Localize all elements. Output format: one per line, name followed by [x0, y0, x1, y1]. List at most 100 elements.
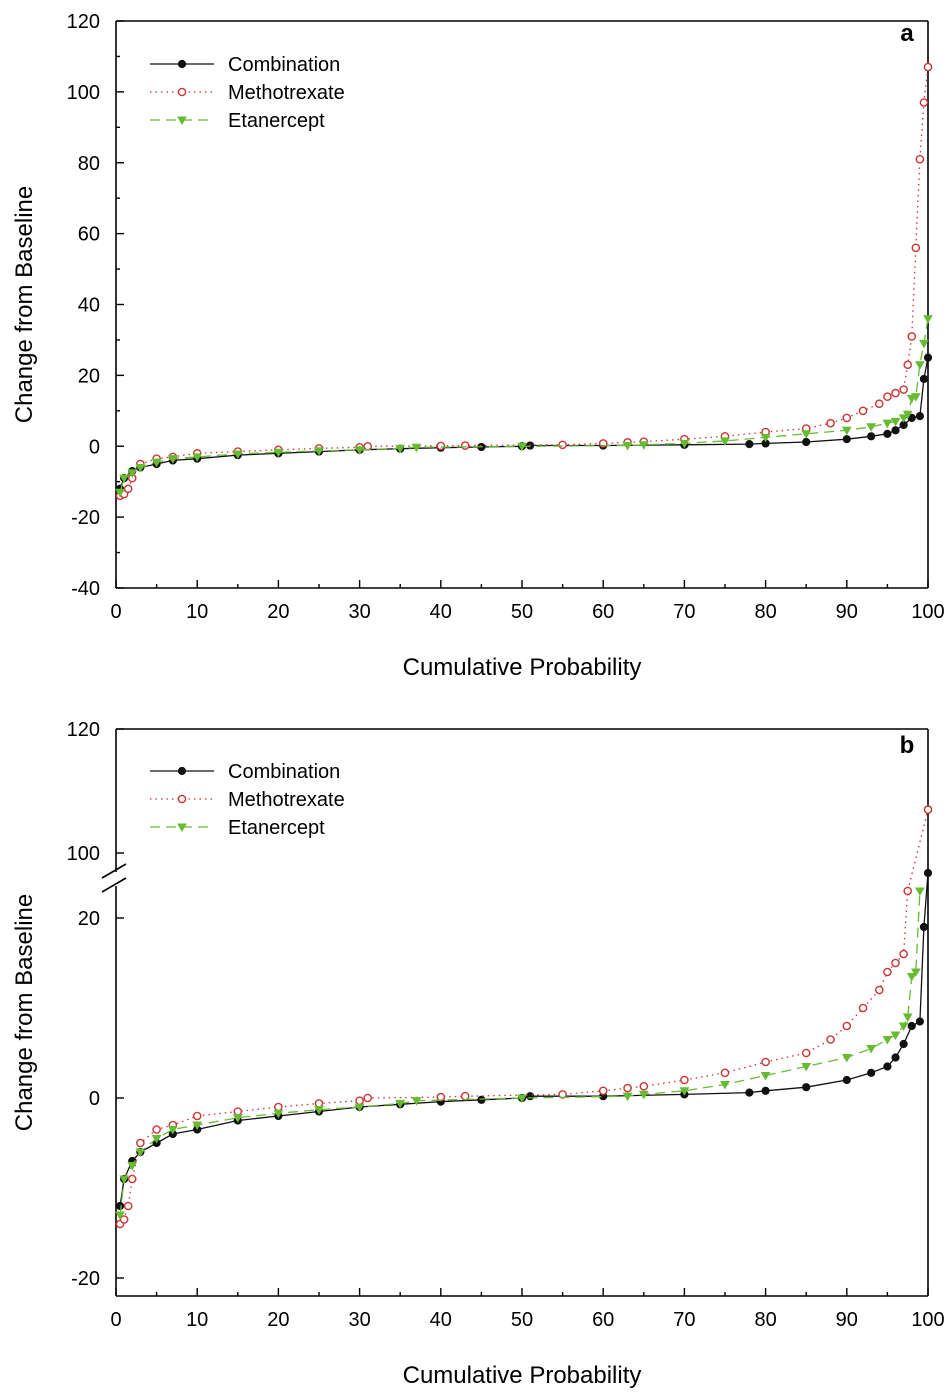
data-point-combination — [891, 1053, 900, 1062]
data-point-etanercept — [919, 339, 929, 349]
x-tick-label: 0 — [110, 601, 121, 623]
legend-marker-etanercept — [177, 116, 187, 126]
y-tick-label: 20 — [78, 365, 100, 387]
y-tick-label: 80 — [78, 153, 100, 175]
data-point-etanercept — [395, 1099, 406, 1109]
data-point-etanercept — [411, 1097, 422, 1106]
data-point-etanercept — [898, 1022, 909, 1032]
data-point-methotrexate — [355, 1096, 364, 1105]
data-point-methotrexate — [899, 385, 908, 394]
data-point-etanercept — [314, 1106, 324, 1115]
data-point-combination — [907, 1021, 916, 1031]
y-axis-title: Change from Baseline — [11, 186, 38, 423]
data-point-etanercept — [273, 448, 284, 458]
legend-marker-methotrexate — [177, 794, 187, 804]
data-point-etanercept — [411, 443, 422, 453]
data-point-combination — [923, 868, 933, 878]
data-point-methotrexate — [903, 360, 913, 370]
series-combination — [115, 868, 933, 1211]
data-point-methotrexate — [136, 1138, 145, 1148]
y-tick-label: 120 — [67, 11, 100, 33]
data-point-methotrexate — [598, 1086, 608, 1096]
data-point-methotrexate — [192, 1111, 202, 1121]
x-tick-label: 60 — [592, 1309, 614, 1331]
x-tick-label: 60 — [592, 601, 614, 623]
data-point-combination — [802, 437, 811, 447]
x-tick-label: 90 — [836, 1309, 858, 1331]
data-point-etanercept — [119, 474, 130, 484]
data-point-methotrexate — [558, 1090, 567, 1099]
y-tick-label: 100 — [67, 843, 100, 865]
panel-label: a — [900, 20, 914, 47]
data-point-methotrexate — [903, 886, 913, 896]
data-point-methotrexate — [314, 1099, 324, 1108]
data-point-combination — [761, 1086, 770, 1095]
data-point-combination — [867, 432, 876, 441]
x-tick-label: 90 — [836, 601, 858, 623]
series-line-methotrexate — [119, 809, 929, 1225]
data-point-etanercept — [517, 1094, 527, 1104]
data-point-etanercept — [232, 1114, 243, 1123]
data-point-etanercept — [910, 393, 921, 402]
data-point-methotrexate — [123, 484, 133, 494]
data-point-methotrexate — [436, 441, 446, 451]
series-line-etanercept — [119, 318, 929, 493]
x-tick-label: 50 — [511, 601, 533, 623]
data-point-etanercept — [866, 1044, 877, 1054]
x-tick-label: 20 — [267, 601, 289, 623]
data-point-etanercept — [841, 426, 852, 436]
data-point-etanercept — [167, 455, 178, 464]
x-tick-label: 70 — [673, 601, 695, 623]
data-point-etanercept — [760, 1071, 771, 1081]
x-tick-label: 100 — [911, 601, 944, 623]
data-point-methotrexate — [363, 1093, 373, 1103]
data-point-methotrexate — [639, 1082, 649, 1091]
data-point-combination — [477, 1095, 486, 1104]
data-point-methotrexate — [858, 406, 868, 416]
data-point-etanercept — [866, 423, 877, 432]
data-point-etanercept — [720, 437, 730, 446]
data-point-etanercept — [354, 1103, 365, 1113]
data-point-etanercept — [890, 417, 901, 427]
data-point-etanercept — [898, 414, 909, 423]
data-point-etanercept — [882, 1035, 893, 1045]
data-point-combination — [915, 1017, 924, 1026]
data-point-etanercept — [890, 1031, 901, 1041]
x-tick-label: 10 — [186, 601, 208, 623]
series-combination — [115, 353, 933, 493]
legend-label-combination: Combination — [228, 761, 340, 783]
data-point-etanercept — [801, 430, 812, 439]
series-methotrexate — [115, 805, 933, 1229]
y-tick-label: -40 — [71, 578, 100, 600]
data-point-etanercept — [622, 441, 633, 451]
data-point-etanercept — [192, 453, 203, 462]
data-point-methotrexate — [842, 413, 852, 423]
data-point-etanercept — [910, 968, 921, 978]
data-point-combination — [923, 353, 933, 362]
x-tick-label: 30 — [348, 1309, 370, 1331]
data-point-etanercept — [638, 1090, 649, 1100]
data-point-methotrexate — [919, 98, 929, 107]
series-line-etanercept — [119, 890, 921, 1216]
legend-label-etanercept: Etanercept — [228, 110, 325, 132]
x-tick-label: 50 — [511, 1309, 533, 1331]
legend-marker-etanercept — [177, 823, 187, 833]
data-point-combination — [745, 1088, 754, 1097]
data-point-methotrexate — [874, 399, 884, 409]
data-point-methotrexate — [123, 1201, 133, 1211]
data-point-methotrexate — [883, 967, 892, 977]
legend-marker-combination — [177, 766, 187, 776]
data-point-methotrexate — [152, 1125, 161, 1134]
data-point-methotrexate — [891, 958, 900, 968]
y-tick-label: 0 — [89, 436, 100, 458]
data-point-etanercept — [127, 469, 138, 478]
data-point-etanercept — [192, 1121, 203, 1131]
data-point-etanercept — [902, 1013, 913, 1023]
legend-label-methotrexate: Methotrexate — [228, 82, 345, 104]
data-point-etanercept — [914, 887, 925, 897]
data-point-etanercept — [135, 463, 146, 473]
legend-label-methotrexate: Methotrexate — [228, 789, 345, 811]
axis-break-mark — [101, 877, 127, 893]
